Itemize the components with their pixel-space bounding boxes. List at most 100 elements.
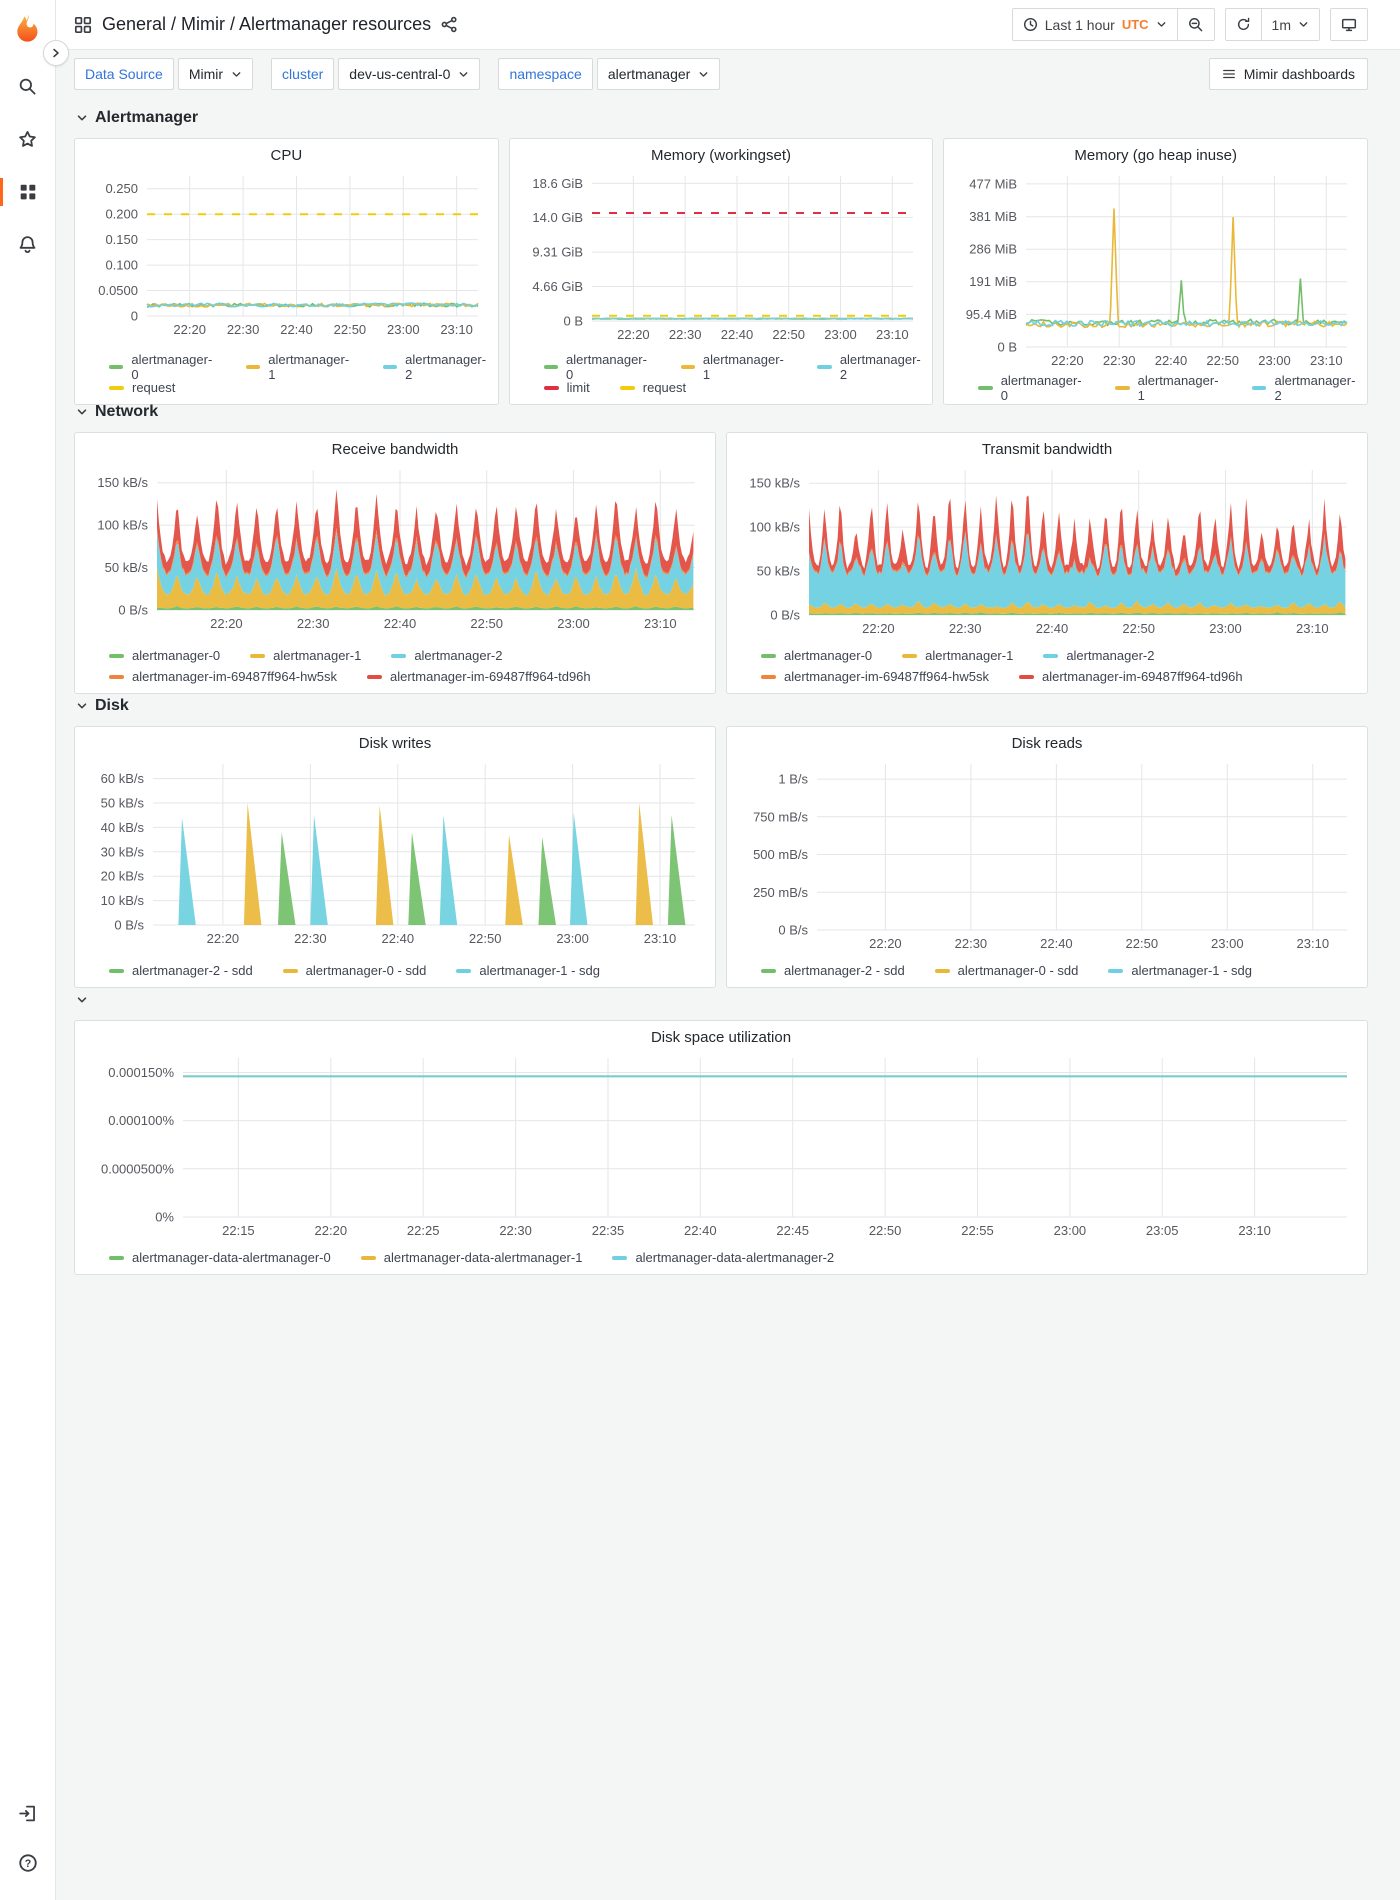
legend-swatch (109, 674, 124, 679)
legend-item[interactable]: alertmanager-data-alertmanager-0 (109, 1250, 331, 1265)
legend-item[interactable]: alertmanager-1 (680, 352, 788, 382)
zoom-out-button[interactable] (1176, 9, 1214, 40)
datasource-select[interactable]: Mimir (177, 58, 254, 90)
svg-text:191 MiB: 191 MiB (970, 274, 1018, 289)
svg-text:23:10: 23:10 (1238, 1223, 1271, 1238)
legend-item[interactable]: alertmanager-data-alertmanager-1 (360, 1250, 582, 1265)
svg-text:0.0000500%: 0.0000500% (101, 1161, 174, 1176)
panel-title[interactable]: Disk space utilization (650, 1029, 792, 1046)
svg-text:22:50: 22:50 (1207, 353, 1240, 368)
legend-item[interactable]: request (619, 380, 686, 395)
section-disk[interactable]: Disk (76, 694, 1368, 718)
svg-text:22:50: 22:50 (470, 616, 503, 631)
transmit-bandwidth-chart[interactable]: 0 B/s 50 kB/s 100 kB/s 150 kB/s 22:20 22:30 22… (735, 460, 1359, 644)
panel-title[interactable]: CPU (270, 147, 303, 164)
namespace-select[interactable]: alertmanager (596, 58, 721, 90)
panel-title[interactable]: Receive bandwidth (331, 441, 459, 458)
legend-item[interactable]: alertmanager-im-69487ff964-td96h (366, 669, 591, 684)
disk-space-utilization-chart[interactable]: 0% 0.0000500% 0.000100% 0.000150% 22:15 22:20… (83, 1048, 1359, 1246)
panel-title[interactable]: Memory (workingset) (650, 147, 791, 164)
receive-bandwidth-chart[interactable]: 0 B/s 50 kB/s 100 kB/s 150 kB/s 22:20 22:30 22… (83, 460, 707, 644)
memory-go-heap-chart[interactable]: 0 B 95.4 MiB 191 MiB 286 MiB 381 MiB 477 MiB 2… (952, 166, 1359, 376)
legend-item[interactable]: alertmanager-2 (382, 352, 490, 382)
svg-text:23:00: 23:00 (824, 327, 857, 342)
svg-text:50 kB/s: 50 kB/s (101, 796, 145, 811)
panel-title[interactable]: Disk writes (358, 735, 432, 752)
legend-item[interactable]: alertmanager-im-69487ff964-hw5sk (109, 669, 337, 684)
legend-item[interactable]: alertmanager-2 (1252, 373, 1359, 403)
svg-text:4.66 GiB: 4.66 GiB (532, 279, 583, 294)
legend-item[interactable]: alertmanager-0 (761, 648, 872, 663)
panel-title[interactable]: Transmit bandwidth (981, 441, 1113, 458)
legend-item[interactable]: alertmanager-0 (978, 373, 1085, 403)
svg-text:23:10: 23:10 (1297, 936, 1330, 951)
section-network[interactable]: Network (76, 400, 1368, 424)
legend-item[interactable]: alertmanager-2 - sdd (109, 963, 253, 978)
panel-title[interactable]: Disk reads (1011, 735, 1083, 752)
svg-text:22:20: 22:20 (210, 616, 243, 631)
refresh-group: 1m (1224, 8, 1320, 41)
legend-item[interactable]: alertmanager-1 - sdg (456, 963, 600, 978)
memory-workingset-chart[interactable]: 0 B 4.66 GiB 9.31 GiB 14.0 GiB 18.6 GiB 22:20… (518, 166, 925, 355)
legend-item[interactable]: alertmanager-1 (902, 648, 1013, 663)
time-range-picker[interactable]: Last 1 hour UTC (1013, 9, 1177, 40)
kiosk-mode-button[interactable] (1330, 8, 1368, 41)
refresh-interval-picker[interactable]: 1m (1260, 9, 1319, 40)
legend-item[interactable]: alertmanager-im-69487ff964-td96h (1018, 669, 1243, 684)
legend-item[interactable]: alertmanager-0 (109, 648, 220, 663)
section-untitled[interactable] (76, 988, 1368, 1012)
legend-item[interactable]: request (109, 380, 175, 395)
search-icon (19, 78, 36, 95)
legend-item[interactable]: alertmanager-0 (543, 352, 651, 382)
legend-item[interactable]: alertmanager-im-69487ff964-hw5sk (761, 669, 989, 684)
svg-text:22:55: 22:55 (961, 1223, 994, 1238)
legend-item[interactable]: alertmanager-2 (1043, 648, 1154, 663)
sidebar-item-search[interactable] (0, 72, 55, 101)
mimir-dashboards-button[interactable]: Mimir dashboards (1208, 58, 1368, 90)
svg-text:22:20: 22:20 (173, 322, 206, 337)
variable-label: Data Source (74, 58, 174, 90)
sidebar-item-starred[interactable] (0, 125, 55, 154)
legend-item[interactable]: alertmanager-1 (1115, 373, 1222, 403)
svg-text:22:20: 22:20 (315, 1223, 348, 1238)
cluster-select[interactable]: dev-us-central-0 (338, 58, 481, 90)
grafana-logo-icon[interactable] (12, 12, 44, 44)
page-title[interactable]: General / Mimir / Alertmanager resources (102, 14, 432, 34)
legend-item[interactable]: alertmanager-2 (391, 648, 502, 663)
legend-item[interactable]: alertmanager-1 (250, 648, 361, 663)
share-icon[interactable] (441, 16, 458, 33)
receive-bandwidth-legend: alertmanager-0 alertmanager-1 alertmanager… (83, 644, 707, 687)
legend-item[interactable]: alertmanager-1 - sdg (1108, 963, 1252, 978)
sidebar-item-dashboards[interactable] (0, 178, 55, 206)
panel-title[interactable]: Memory (go heap inuse) (1074, 147, 1237, 164)
section-alertmanager[interactable]: Alertmanager (76, 106, 1368, 130)
svg-text:22:30: 22:30 (294, 931, 327, 946)
memory-go-heap-legend: alertmanager-0 alertmanager-1 alertmanager… (952, 373, 1359, 403)
transmit-bandwidth-legend: alertmanager-0 alertmanager-1 alertmanager… (735, 644, 1359, 687)
svg-text:22:40: 22:40 (280, 322, 313, 337)
disk-reads-chart[interactable]: 0 B/s 250 mB/s 500 mB/s 750 mB/s 1 B/s 22:20 2… (735, 754, 1359, 959)
legend-item[interactable]: limit (543, 380, 590, 395)
legend-swatch (250, 653, 266, 658)
legend-item[interactable]: alertmanager-2 (817, 352, 924, 382)
sidebar-item-alerting[interactable] (0, 230, 55, 259)
expand-menu-button[interactable] (43, 40, 69, 66)
variable-cluster: cluster dev-us-central-0 (271, 58, 481, 90)
refresh-button[interactable] (1226, 9, 1261, 40)
svg-text:381 MiB: 381 MiB (970, 209, 1018, 224)
disk-writes-chart[interactable]: 0 B/s 10 kB/s 20 kB/s 30 kB/s 40 kB/s 50 kB/s… (83, 754, 707, 959)
svg-text:23:00: 23:00 (557, 616, 590, 631)
legend-item[interactable]: alertmanager-0 - sdd (934, 963, 1078, 978)
legend-swatch (366, 674, 382, 679)
legend-item[interactable]: alertmanager-0 - sdd (282, 963, 426, 978)
legend-item[interactable]: alertmanager-0 (109, 352, 216, 382)
legend-item[interactable]: alertmanager-1 (245, 352, 353, 382)
sidebar-item-sign-in[interactable] (0, 1799, 55, 1828)
legend-item[interactable]: alertmanager-data-alertmanager-2 (612, 1250, 834, 1265)
sidebar-item-help[interactable]: ? (0, 1848, 55, 1878)
svg-text:23:10: 23:10 (644, 616, 677, 631)
svg-text:0 B: 0 B (563, 314, 583, 329)
legend-item[interactable]: alertmanager-2 - sdd (761, 963, 905, 978)
cpu-chart[interactable]: 0 0.0500 0.100 0.150 0.200 0.250 22:20 22:30 22:… (83, 166, 490, 355)
svg-text:150 kB/s: 150 kB/s (749, 476, 800, 491)
